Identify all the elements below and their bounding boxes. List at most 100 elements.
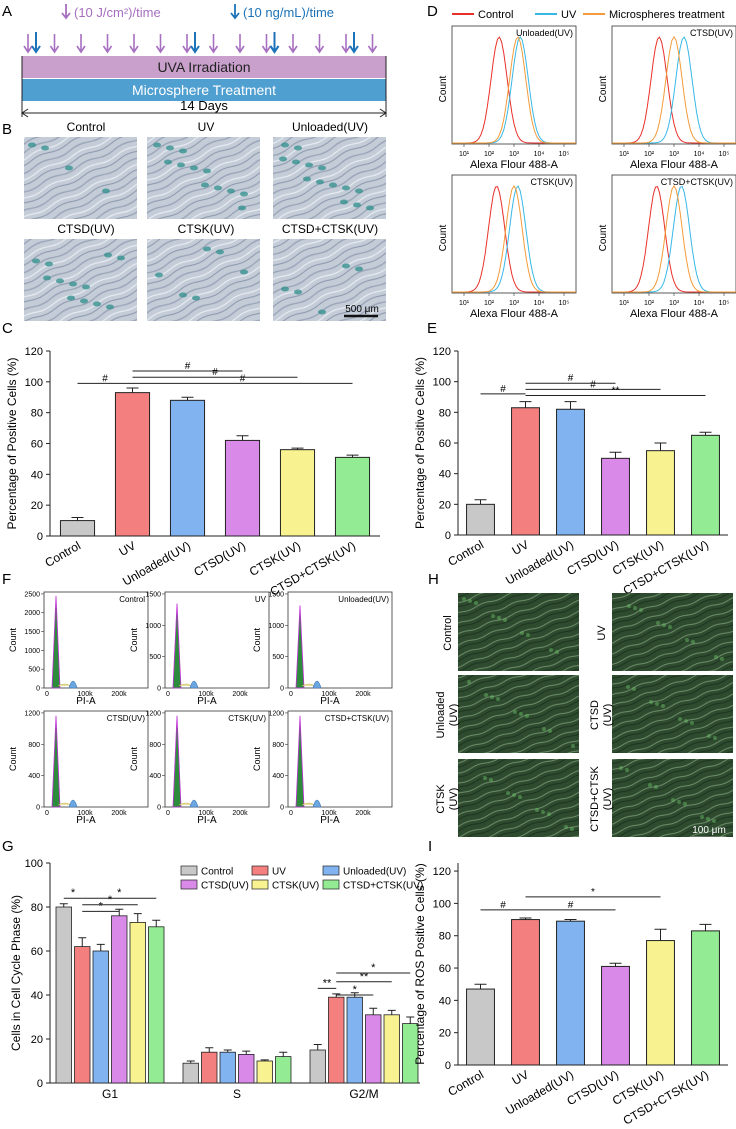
micrograph-image [24, 137, 137, 219]
uva-dose-arrow-icon [314, 34, 325, 54]
x-tick-label: 10² [484, 300, 495, 307]
cell-cycle-x-label: PI-A [197, 696, 217, 707]
error-bar [96, 943, 105, 951]
y-tick-label: 20 [31, 1034, 43, 1046]
ros-signal-spot [503, 618, 507, 622]
y-tick-label: 120 [25, 346, 43, 358]
y-tick-label: 80 [31, 902, 43, 914]
error-bar [474, 983, 487, 990]
x-tick-label: 10⁵ [559, 151, 570, 158]
panel-letter-c: C [2, 320, 13, 337]
ros-signal-spot [690, 721, 694, 725]
microsphere-treatment-label: Microsphere Treatment [132, 82, 276, 98]
x-tick-label: 10² [484, 151, 495, 158]
ros-signal-spot [627, 604, 631, 608]
g1-peak [172, 715, 182, 808]
cell-cycle-frame [43, 591, 149, 689]
cell-cycle-y-label: Count [8, 628, 18, 653]
error-bar [291, 447, 304, 450]
y-tick-label: 40 [31, 469, 43, 481]
cell-cycle-y-label: Count [252, 628, 262, 653]
significance-label: # [102, 373, 108, 384]
sa-beta-gal-stain-spot [342, 263, 350, 269]
sa-beta-gal-stain-spot [305, 162, 313, 168]
legend-label: Unloaded(UV) [343, 867, 406, 878]
ros-signal-spot [490, 695, 494, 699]
s-phase-area [57, 802, 71, 806]
x-tick-label: 10¹ [619, 151, 630, 158]
bar [511, 919, 540, 1066]
error-bar [609, 451, 622, 459]
sa-beta-gal-stain-spot [203, 246, 211, 252]
ros-signal-spot [654, 785, 658, 789]
cell-cycle-x-label: PI-A [197, 815, 217, 826]
ros-signal-spot [685, 638, 689, 642]
y-tick-label: 0 [280, 805, 284, 812]
category-label: Control [445, 537, 486, 568]
y-tick-label: 400 [28, 773, 40, 780]
y-tick-label: 800 [272, 742, 284, 749]
uva-dose-arrow-icon [76, 34, 86, 54]
bar [238, 1054, 255, 1084]
cell-cycle-sample-label: Control [119, 595, 145, 604]
y-axis-label: Cells in Cell Cycle Phase (%) [9, 895, 23, 1051]
error-bar [654, 928, 667, 941]
legend-label: CTSD(UV) [201, 881, 249, 892]
y-tick-label: 800 [149, 742, 161, 749]
y-axis-label: Percentage of Positive Cells (%) [5, 357, 19, 529]
panel-d-flow-histograms: D Control UV Microspheres treatment Unlo… [427, 3, 736, 320]
sa-beta-gal-stain-spot [153, 142, 161, 148]
histogram-x-label: Alexa Flour 488-A [470, 159, 559, 171]
ros-signal-spot [474, 601, 478, 605]
histogram-x-label: Alexa Flour 488-A [630, 308, 719, 320]
histogram-frame [451, 174, 577, 294]
y-tick-label: 500 [272, 654, 284, 661]
sa-beta-gal-stain-spot [294, 289, 302, 295]
sa-beta-gal-stain-spot [166, 145, 174, 151]
sa-beta-gal-stain-spot [214, 185, 222, 191]
significance-label: ** [360, 971, 369, 983]
ros-signal-spot [489, 778, 493, 782]
ros-signal-spot [662, 623, 666, 627]
ros-signal-spot [626, 685, 630, 689]
error-bar [78, 937, 87, 947]
y-tick-label: 1000 [268, 623, 284, 630]
error-bar [699, 431, 712, 436]
x-tick-label: 10⁵ [559, 300, 570, 307]
g2m-peak [68, 799, 78, 808]
ros-image-label: CTSD+CTSK(UV) [589, 765, 614, 831]
error-bar [519, 401, 532, 408]
ros-image-label-line: (UV) [448, 788, 460, 811]
x-tick-label: 200k [111, 691, 127, 698]
sa-beta-gal-stain-spot [69, 281, 77, 287]
sa-beta-gal-stain-spot [155, 272, 163, 278]
bar [383, 1014, 400, 1084]
legend-swatch [322, 879, 340, 890]
y-tick-label: 80 [31, 408, 43, 420]
micrograph-label-ctsd-ctsk: CTSD+CTSK(UV) [282, 222, 378, 236]
cell-cycle-y-label: Count [8, 747, 18, 772]
microsphere-dose-arrow-icon [349, 32, 359, 54]
error-bar [519, 917, 532, 920]
scale-bar-h-label: 100 μm [692, 825, 726, 836]
x-tick-label: 200k [355, 810, 371, 817]
microsphere-legend-arrow-icon [230, 4, 240, 20]
y-tick-label: 40 [31, 990, 43, 1002]
ros-signal-spot [706, 817, 710, 821]
sa-beta-gal-stain-spot [93, 301, 101, 307]
error-bar [260, 1059, 269, 1061]
uva-irradiation-label: UVA Irradiation [157, 59, 250, 75]
micrograph-label-ctsd: CTSD(UV) [57, 222, 114, 236]
bar [556, 920, 585, 1066]
micrograph-label-ctsk: CTSK(UV) [178, 222, 235, 236]
sa-beta-gal-stain-spot [355, 188, 363, 194]
chart-i: 0 20 40 60 80 100 120 Percentage of ROS Positiv… [413, 863, 728, 1128]
micrograph-image [147, 239, 260, 321]
error-bar [186, 1060, 195, 1064]
ros-signal-spot [496, 697, 500, 701]
y-tick-label: 0 [37, 531, 43, 543]
bar [328, 996, 345, 1084]
error-bar [474, 499, 487, 505]
category-label: S [233, 1087, 241, 1101]
bar [114, 392, 151, 537]
